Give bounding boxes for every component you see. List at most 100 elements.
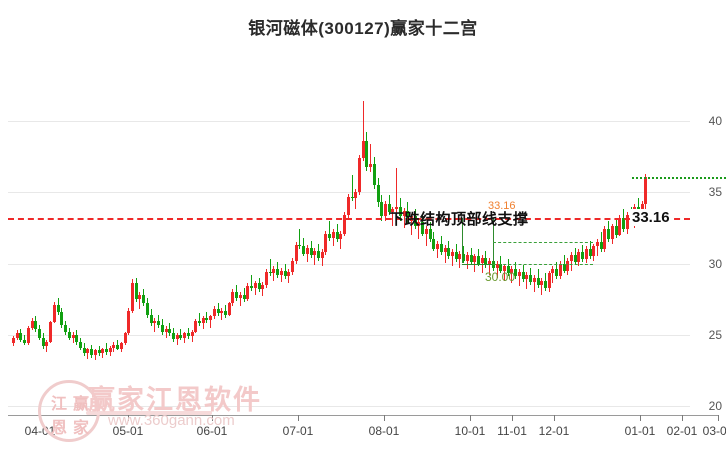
- candle-body: [525, 274, 529, 280]
- candle-body: [376, 185, 380, 203]
- candle-body: [406, 210, 410, 221]
- candle-body: [506, 266, 510, 274]
- candle-wick: [106, 343, 107, 355]
- candle-body: [168, 329, 172, 334]
- candle-body: [384, 203, 387, 217]
- candle-body: [428, 229, 432, 240]
- candle-body: [380, 202, 384, 217]
- candle-body: [484, 257, 488, 265]
- candle-wick: [206, 311, 208, 324]
- candle-body: [45, 341, 49, 347]
- candle-wick: [184, 331, 186, 344]
- y-axis-tick-label: 30: [708, 256, 722, 271]
- candle-wick: [541, 277, 543, 295]
- x-axis-tick-label: 03-01: [702, 424, 726, 438]
- candle-body: [60, 311, 64, 325]
- candle-wick: [518, 269, 520, 287]
- candle-wick: [466, 252, 468, 270]
- candle-body: [447, 247, 451, 257]
- candle-body: [283, 270, 287, 277]
- candle-body: [19, 333, 23, 341]
- candle-body: [610, 226, 614, 240]
- candle-body: [532, 277, 536, 283]
- candle-body: [458, 253, 462, 260]
- candle-wick: [199, 313, 200, 327]
- candle-body: [279, 270, 283, 275]
- candle-body: [335, 232, 339, 240]
- x-axis-tick-mark: [128, 415, 129, 421]
- candle-body: [614, 226, 618, 235]
- candle-body: [357, 158, 361, 193]
- candle-body: [198, 320, 201, 324]
- candle-body: [41, 337, 45, 347]
- candle-body: [309, 247, 313, 255]
- candle-body: [570, 254, 573, 261]
- candle-body: [387, 203, 391, 213]
- x-axis-tick-mark: [512, 415, 513, 421]
- seal-char: 江: [50, 396, 67, 413]
- candle-body: [558, 263, 562, 277]
- candle-wick: [459, 250, 461, 268]
- candle-body: [473, 256, 477, 263]
- candle-body: [417, 222, 421, 227]
- candle-body: [573, 254, 577, 263]
- candle-body: [160, 324, 164, 332]
- candle-body: [365, 140, 369, 167]
- candle-wick: [154, 317, 156, 332]
- gridline: [8, 334, 690, 336]
- candle-wick: [351, 175, 353, 201]
- candle-body: [64, 324, 68, 332]
- candle-wick: [600, 232, 602, 253]
- candle-body: [543, 280, 547, 288]
- current-price-label: 33.16: [630, 209, 672, 227]
- candle-body: [313, 250, 317, 255]
- candle-wick: [24, 334, 26, 345]
- candle-body: [238, 294, 242, 298]
- y-axis-tick-label: 40: [708, 114, 722, 128]
- candle-body: [555, 269, 559, 277]
- candle-wick: [191, 330, 193, 342]
- support-box-left-edge: [462, 218, 463, 264]
- candle-body: [264, 272, 268, 285]
- gridline: [8, 192, 690, 194]
- candle-body: [67, 331, 71, 338]
- candle-body: [369, 163, 373, 167]
- candle-body: [26, 327, 30, 344]
- candle-wick: [474, 253, 476, 273]
- candle-body: [38, 329, 42, 338]
- candle-wick: [496, 260, 498, 278]
- seal-char: 赢: [72, 396, 89, 413]
- seal-char: 恩: [50, 420, 67, 437]
- candle-body: [305, 247, 309, 254]
- candle-wick: [139, 292, 141, 310]
- candle-body: [395, 206, 399, 210]
- candle-body: [413, 216, 417, 227]
- candle-body: [298, 244, 302, 247]
- candle-wick: [273, 266, 275, 281]
- x-axis-tick-label: 01-01: [624, 424, 656, 438]
- candle-wick: [571, 252, 572, 271]
- candle-body: [291, 260, 294, 273]
- candle-wick: [288, 269, 290, 284]
- candle-body: [108, 347, 112, 352]
- candle-body: [499, 263, 503, 271]
- candle-body: [443, 247, 447, 253]
- candle-body: [324, 233, 328, 253]
- candle-body: [246, 286, 250, 300]
- candle-body: [495, 263, 499, 268]
- candle-body: [450, 252, 454, 257]
- candle-wick: [533, 274, 535, 292]
- watermark-url: www.360gann.com: [108, 412, 235, 429]
- candle-body: [242, 294, 246, 300]
- candle-body: [320, 252, 324, 258]
- candle-body: [622, 217, 626, 230]
- candle-wick: [418, 219, 420, 240]
- y-axis-tick-label: 35: [708, 185, 722, 200]
- candle-body: [157, 320, 161, 325]
- candle-body: [134, 283, 138, 300]
- candle-wick: [370, 143, 372, 173]
- candle-wick: [355, 189, 357, 210]
- candle-body: [398, 206, 402, 217]
- candle-wick: [396, 168, 398, 214]
- candle-body: [12, 337, 15, 344]
